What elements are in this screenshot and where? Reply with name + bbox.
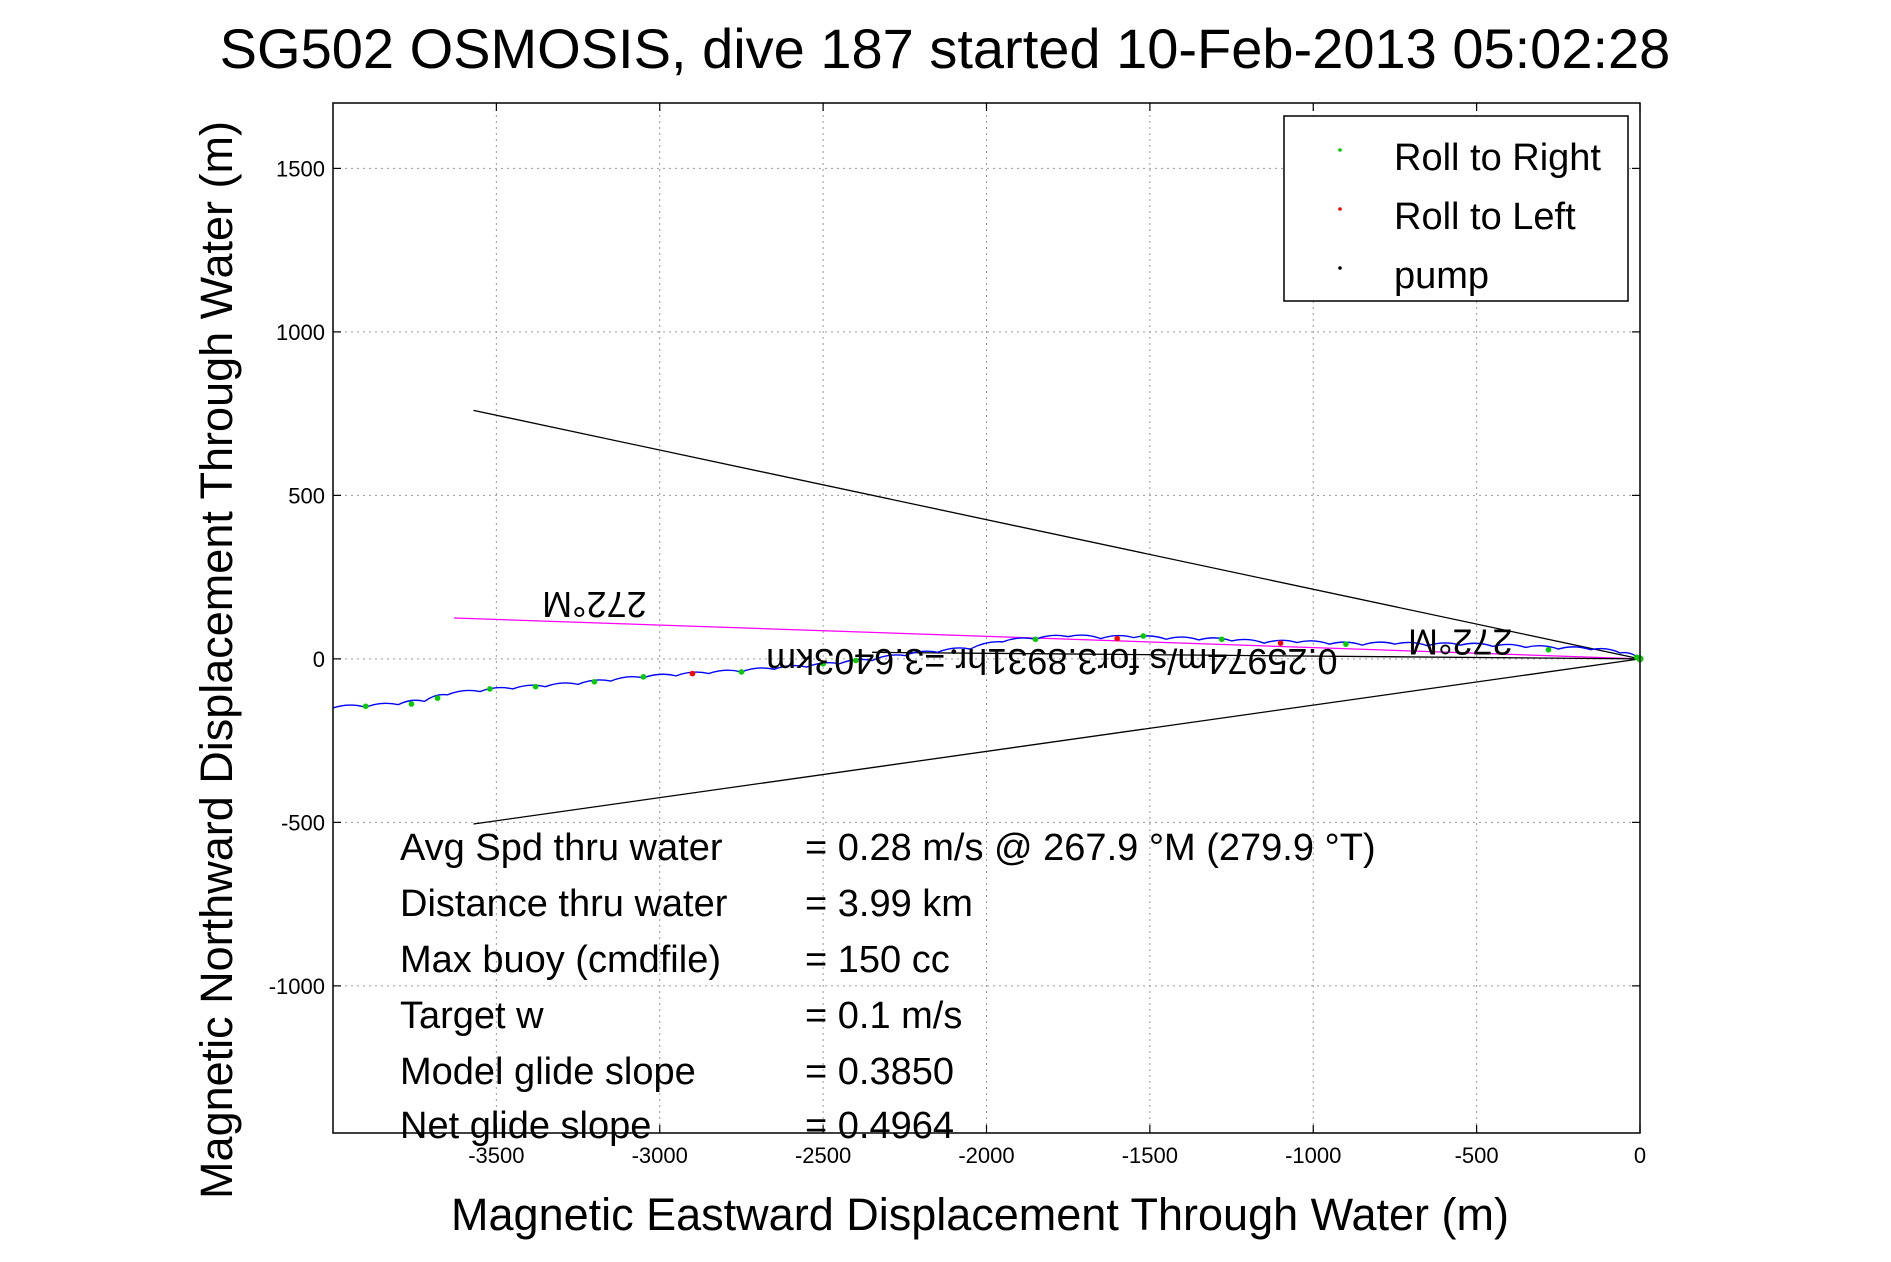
y-tick-label: -1000 (269, 974, 325, 999)
y-tick-label: 1500 (276, 156, 325, 181)
annotation-layer: 272°M 272°M 0.25974m/s for3.8931hr =3.6403… (542, 584, 1512, 682)
roll-right-point (1032, 636, 1039, 643)
x-tick-label: -500 (1455, 1143, 1499, 1168)
roll-right-point (591, 678, 598, 685)
marker-layer (362, 633, 1644, 710)
legend-pump-marker (1338, 266, 1342, 270)
roll-right-point (738, 669, 745, 675)
x-tick-label: 0 (1634, 1143, 1646, 1168)
roll-right-point (853, 657, 859, 664)
roll-right-point (487, 686, 493, 692)
chart-title: SG502 OSMOSIS, dive 187 started 10-Feb-2… (220, 17, 1671, 80)
stat-value-max-buoy: = 150 cc (805, 939, 950, 981)
x-tick-label: -1000 (1285, 1143, 1341, 1168)
roll-right-point (362, 703, 369, 710)
stat-label-max-buoy: Max buoy (cmdfile) (400, 939, 721, 981)
cone-upper (473, 409, 1641, 660)
annotation-label: 272°M (542, 584, 646, 625)
annotation-label: 272°M (1408, 621, 1512, 662)
legend-roll-right-label: Roll to Right (1394, 137, 1601, 179)
x-tick-label: -1500 (1122, 1143, 1178, 1168)
stat-label-distance: Distance thru water (400, 883, 728, 925)
plot-frame (332, 102, 1641, 1134)
roll-right-point (1140, 633, 1147, 639)
legend-roll-left-label: Roll to Left (1394, 196, 1576, 238)
roll-right-point (820, 660, 826, 667)
roll-right-point (1343, 641, 1349, 647)
roll-left-point (1277, 640, 1284, 646)
stat-value-distance: = 3.99 km (805, 883, 973, 925)
y-axis-label: Magnetic Northward Displacement Through … (191, 121, 242, 1199)
current-line (872, 651, 1641, 660)
x-tick-label: -2000 (958, 1143, 1014, 1168)
track-line (332, 634, 1641, 709)
grid-layer (333, 103, 1640, 1133)
y-tick-label: -500 (281, 810, 325, 835)
legend-roll-right-marker (1338, 148, 1342, 152)
stats-block: Avg Spd thru water = 0.28 m/s @ 267.9 °M… (400, 827, 1376, 1147)
roll-right-point (408, 701, 415, 707)
stat-value-model-glide: = 0.3850 (805, 1051, 954, 1093)
tick-layer: -3500 -3000 -2500 -2000 -1500 -1000 -500 0 -1000… (269, 103, 1646, 1168)
stat-value-target-w: = 0.1 m/s (805, 995, 962, 1037)
x-axis-label: Magnetic Eastward Displacement Through W… (451, 1189, 1509, 1240)
track-layer (332, 634, 1641, 709)
stat-label-model-glide: Model glide slope (400, 1051, 696, 1093)
x-tick-label: -2500 (795, 1143, 851, 1168)
annotation-label: 0.25974m/s for3.8931hr =3.6403km (766, 641, 1337, 682)
line-layer (453, 409, 1641, 825)
y-tick-label: 0 (313, 647, 325, 672)
legend: Roll to Right Roll to Left pump (1283, 115, 1629, 302)
legend-roll-left-marker (1338, 207, 1342, 211)
pump-point (951, 649, 957, 655)
stat-label-net-glide: Net glide slope (400, 1105, 651, 1147)
roll-right-point (434, 695, 441, 701)
roll-right-point (640, 674, 647, 680)
x-tick-label: -3500 (468, 1143, 524, 1168)
y-tick-label: 1000 (276, 320, 325, 345)
stat-value-net-glide: = 0.4964 (805, 1105, 954, 1147)
stat-value-avg-spd: = 0.28 m/s @ 267.9 °M (279.9 °T) (805, 827, 1376, 869)
x-tick-label: -3000 (632, 1143, 688, 1168)
roll-left-point (1114, 635, 1120, 642)
y-tick-label: 500 (288, 483, 325, 508)
roll-right-point (1545, 646, 1552, 653)
stat-label-target-w: Target w (400, 995, 544, 1037)
roll-right-point (532, 683, 539, 690)
heading-line (453, 617, 1641, 660)
stat-label-avg-spd: Avg Spd thru water (400, 827, 723, 869)
roll-right-point (1218, 636, 1225, 643)
cone-lower (473, 658, 1641, 825)
roll-left-point (689, 670, 696, 677)
legend-pump-label: pump (1394, 255, 1489, 297)
